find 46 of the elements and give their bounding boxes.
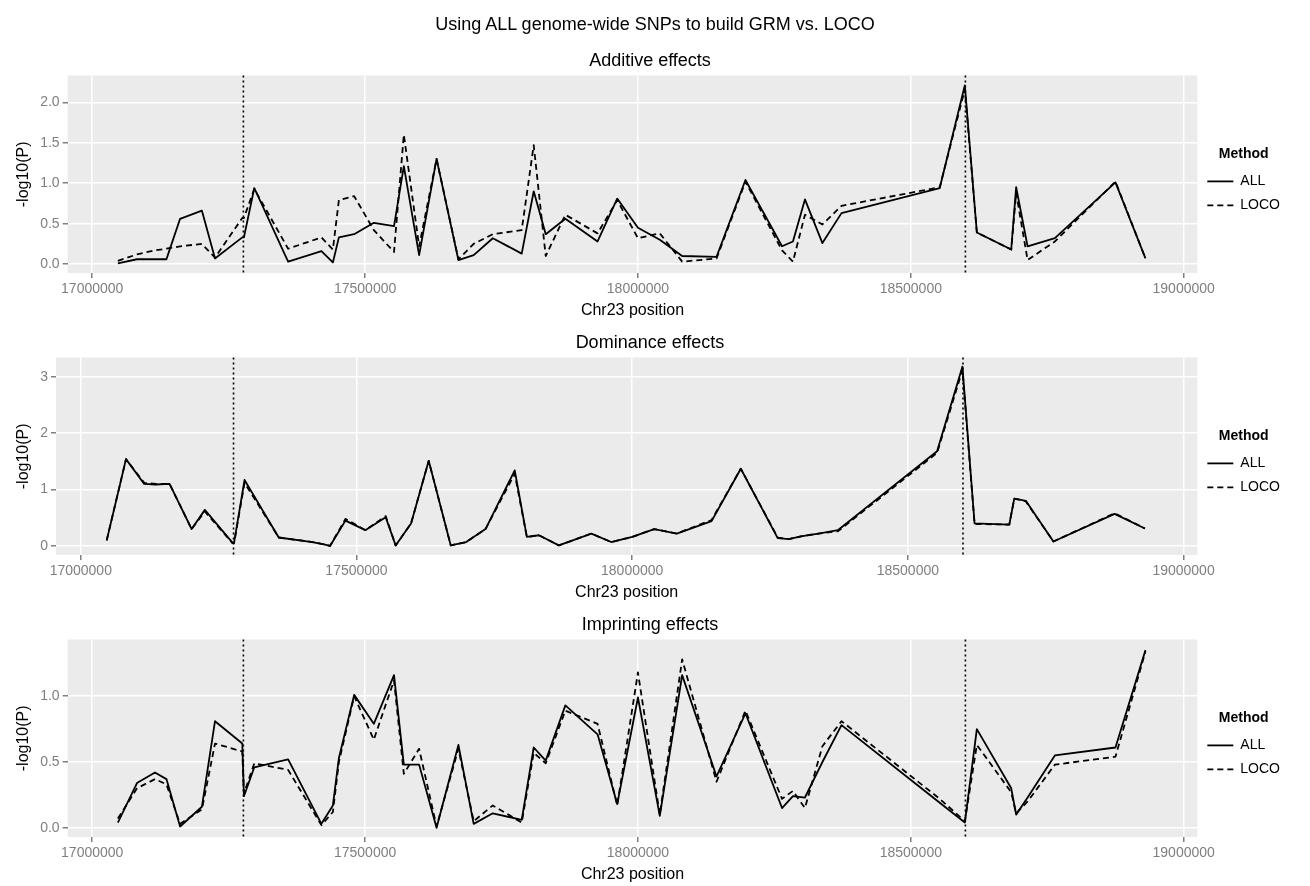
y-tick-label: 1.0 bbox=[40, 687, 60, 704]
x-tick-label: 18000000 bbox=[606, 844, 670, 861]
chart-title: Dominance effects bbox=[575, 331, 725, 352]
x-tick-label: 17500000 bbox=[325, 562, 388, 579]
legend-label: ALL bbox=[1240, 172, 1266, 189]
y-tick-label: 0.0 bbox=[40, 254, 60, 271]
legend-label: ALL bbox=[1240, 736, 1266, 753]
y-tick-label: 1.5 bbox=[40, 133, 60, 150]
y-tick-label: 0.0 bbox=[40, 818, 60, 835]
x-tick-label: 19000000 bbox=[1152, 562, 1215, 579]
legend-label: LOCO bbox=[1240, 196, 1281, 213]
legend-title: Method bbox=[1218, 427, 1269, 444]
x-tick-label: 18500000 bbox=[879, 844, 943, 861]
x-tick-label: 18500000 bbox=[876, 562, 940, 579]
y-axis-title: -log10(P) bbox=[14, 705, 32, 772]
y-tick-label: 2 bbox=[40, 424, 49, 441]
y-tick-label: 0 bbox=[40, 536, 49, 553]
y-axis-title: -log10(P) bbox=[14, 141, 32, 208]
x-axis-title: Chr23 position bbox=[580, 300, 685, 318]
x-tick-label: 17500000 bbox=[333, 844, 397, 861]
y-tick-label: 0.5 bbox=[40, 214, 60, 231]
legend-title: Method bbox=[1218, 709, 1269, 726]
legend-title: Method bbox=[1218, 145, 1269, 162]
x-tick-label: 17500000 bbox=[333, 280, 397, 297]
y-tick-label: 2.0 bbox=[40, 93, 60, 110]
x-tick-label: 17000000 bbox=[61, 844, 124, 861]
y-tick-label: 3 bbox=[40, 367, 49, 384]
x-tick-label: 17000000 bbox=[49, 562, 113, 579]
legend-label: ALL bbox=[1240, 454, 1266, 471]
y-tick-label: 1.0 bbox=[40, 174, 60, 191]
legend-label: LOCO bbox=[1240, 760, 1281, 777]
x-tick-label: 18000000 bbox=[601, 562, 664, 579]
x-tick-label: 19000000 bbox=[1152, 280, 1216, 297]
x-tick-label: 19000000 bbox=[1152, 844, 1216, 861]
chart-title: Additive effects bbox=[589, 49, 711, 70]
legend-label: LOCO bbox=[1240, 478, 1281, 495]
text: Using ALL genome-wide SNPs to build GRM vs. LOCO bbox=[434, 14, 876, 35]
y-tick-label: 0.5 bbox=[40, 752, 60, 769]
y-tick-label: 1 bbox=[40, 480, 49, 497]
x-tick-label: 18000000 bbox=[606, 280, 670, 297]
x-axis-title: Chr23 position bbox=[575, 582, 679, 600]
x-tick-label: 18500000 bbox=[879, 280, 943, 297]
y-axis-title: -log10(P) bbox=[14, 423, 32, 490]
x-tick-label: 17000000 bbox=[61, 280, 124, 297]
chart-title: Imprinting effects bbox=[581, 613, 719, 634]
x-axis-title: Chr23 position bbox=[580, 864, 685, 882]
